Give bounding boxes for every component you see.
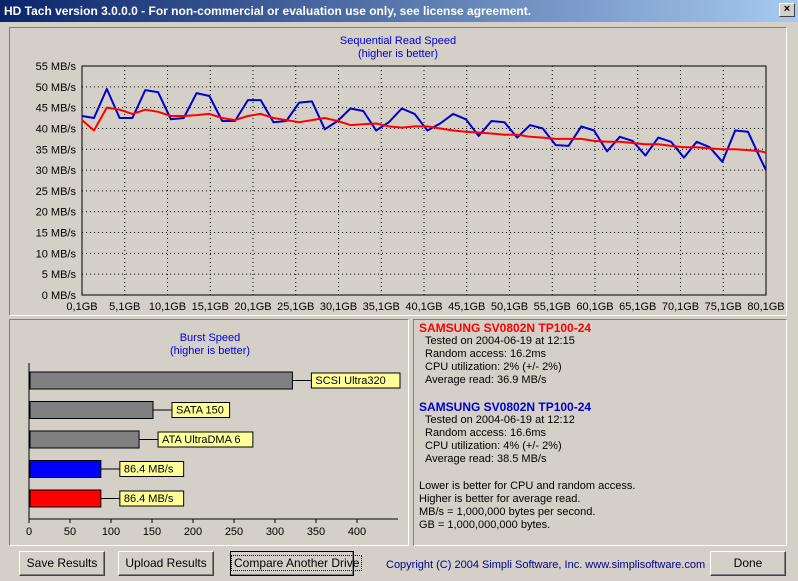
random-access: Random access: 16.2ms [425,348,547,360]
y-tick-label: 35 MB/s [36,144,77,156]
x-tick-label: 75,1GB [705,301,742,313]
x-tick-label: 50 [64,526,76,538]
window-title: HD Tach version 3.0.0.0 - For non-commer… [4,4,532,18]
x-tick-label: 150 [143,526,161,538]
cpu-utilization: CPU utilization: 4% (+/- 2%) [425,440,562,452]
tested-date: Tested on 2004-06-19 at 12:15 [425,335,575,347]
y-tick-label: 10 MB/s [36,248,77,260]
compare-another-drive-label: Compare Another Drive [231,555,363,571]
x-tick-label: 35,1GB [363,301,400,313]
x-tick-label: 100 [102,526,120,538]
bar-label-box [119,490,185,507]
plot-area [81,65,767,296]
burst-bar [29,401,154,419]
x-tick-label: 200 [184,526,202,538]
x-tick-label: 300 [266,526,284,538]
series-line-blue [81,87,767,171]
x-tick-label: 250 [225,526,243,538]
drive-name-blue: SAMSUNG SV0802N TP100-24 [419,400,592,414]
save-results-label: Save Results [26,556,98,570]
burst-bar [29,430,140,449]
bar-label-box [310,372,401,389]
cpu-utilization: CPU utilization: 2% (+/- 2%) [425,361,562,373]
x-tick-label: 15,1GB [192,301,229,313]
burst-speed-chart: Burst Speed(higher is better) 0 50 100 150 20… [10,320,408,545]
y-tick-label: 40 MB/s [36,123,77,135]
chart-subtitle: (higher is better) [358,48,438,60]
note-line: GB = 1,000,000,000 bytes. [419,519,551,531]
x-tick-label: 30,1GB [320,301,357,313]
sequential-read-panel: Sequential Read Speed (higher is better) 0… [9,27,787,316]
x-tick-label: 55,1GB [534,301,571,313]
burst-bar [29,371,293,390]
drive-name-red: SAMSUNG SV0802N TP100-24 [419,321,592,335]
x-tick-label: 60,1GB [576,301,613,313]
bar-label: 86.4 MB/s [124,464,174,476]
x-tick-label: 80,1GB [747,301,784,313]
x-tick-label: 70,1GB [662,301,699,313]
burst-subtitle: (higher is better) [170,345,250,357]
upload-results-button[interactable]: Upload Results [118,551,214,576]
bar-label: SCSI Ultra320 [315,375,385,387]
results-panel [413,319,787,546]
x-tick-label: 20,1GB [234,301,271,313]
x-tick-label: 10,1GB [149,301,186,313]
burst-title: Burst Speed [180,332,241,344]
note-line: Lower is better for CPU and random acces… [419,480,636,492]
x-tick-label: 50,1GB [491,301,528,313]
bar-label-box [171,402,231,418]
bar-label-box [119,461,185,477]
window-titlebar: HD Tach version 3.0.0.0 - For non-commer… [0,0,798,22]
save-results-button[interactable]: Save Results [19,551,105,576]
close-button[interactable]: × [779,3,795,17]
y-tick-label: 25 MB/s [36,186,77,198]
done-button[interactable]: Done [710,551,786,576]
x-tick-label: 0 [26,526,32,538]
y-tick-label: 50 MB/s [36,82,77,94]
y-tick-label: 5 MB/s [42,269,77,281]
y-tick-label: 45 MB/s [36,103,77,115]
series-line-red [81,106,767,154]
x-tick-label: 65,1GB [619,301,656,313]
x-tick-label: 25,1GB [277,301,314,313]
note-line: Higher is better for average read. [419,493,581,505]
x-tick-label: 40,1GB [405,301,442,313]
tested-date: Tested on 2004-06-19 at 12:12 [425,414,575,426]
copyright-text: Copyright (C) 2004 Simpli Software, Inc.… [386,559,706,571]
upload-results-label: Upload Results [125,556,207,570]
average-read: Average read: 36.9 MB/s [425,374,547,386]
bar-label: ATA UltraDMA 6 [162,434,240,446]
y-tick-label: 15 MB/s [36,228,77,240]
y-tick-label: 55 MB/s [36,61,77,73]
note-line: MB/s = 1,000,000 bytes per second. [419,506,596,518]
random-access: Random access: 16.6ms [425,427,547,439]
x-tick-label: 350 [307,526,325,538]
y-tick-label: 30 MB/s [36,165,77,177]
chart-title: Sequential Read Speed [340,35,456,47]
x-tick-label: 45,1GB [448,301,485,313]
bar-label: 86.4 MB/s [124,493,174,505]
compare-another-drive-button[interactable]: Compare Another Drive [230,551,363,576]
x-tick-label: 5,1GB [109,301,140,313]
x-tick-label: 400 [348,526,366,538]
bar-label: SATA 150 [176,405,224,417]
burst-bar [29,489,102,508]
y-tick-label: 0 MB/s [42,290,77,302]
notes-block: Lower is better for CPU and random acces… [419,480,635,532]
result-block-2: SAMSUNG SV0802N TP100-24 Tested on 2004-… [419,401,591,466]
average-read: Average read: 38.5 MB/s [425,453,547,465]
result-block-1: SAMSUNG SV0802N TP100-24 Tested on 2004-… [419,322,591,387]
burst-bar [29,460,102,478]
y-tick-label: 20 MB/s [36,207,77,219]
x-tick-label: 0,1GB [66,301,97,313]
burst-speed-panel: Burst Speed (higher is better) 0 50 100 150 20… [9,319,409,546]
done-label: Done [733,556,763,570]
sequential-read-chart: Sequential Read Speed(higher is better) 0… [10,28,786,315]
bar-label-box [157,431,254,448]
